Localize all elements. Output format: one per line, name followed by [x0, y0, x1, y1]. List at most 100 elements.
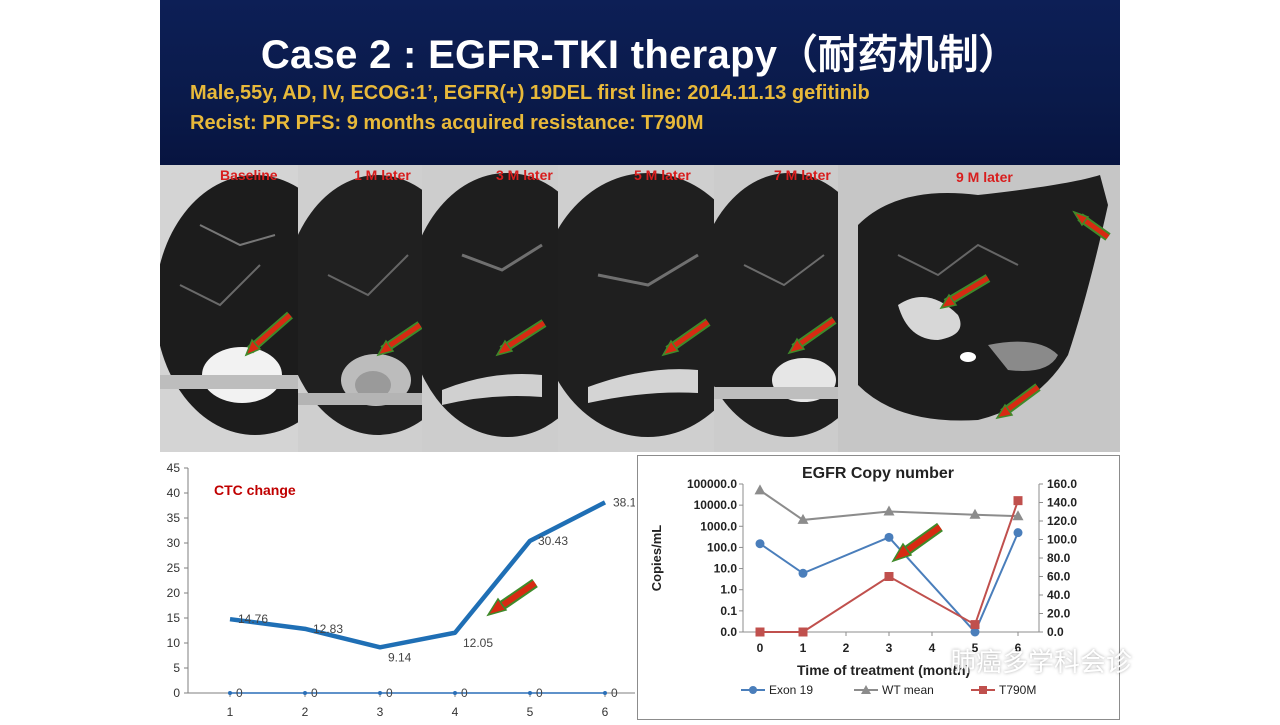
wt-mean-point — [883, 505, 895, 516]
t790m-point — [798, 627, 808, 637]
legend-marker — [979, 686, 987, 694]
ctc-data-label: 0 — [536, 686, 543, 700]
response-info-line: Recist: PR PFS: 9 months acquired resist… — [190, 112, 704, 134]
ctc-zero-point — [453, 691, 457, 695]
ctc-data-label: 0 — [236, 686, 243, 700]
ct-image-5m — [558, 165, 714, 452]
ct-label-7m: 7 M later — [774, 167, 831, 183]
left-y-tick-label: 100.0 — [707, 540, 737, 554]
wt-mean-point — [969, 508, 981, 519]
ct-panel-3m: 3 M later — [422, 165, 558, 452]
x-tick-label: 2 — [843, 641, 850, 655]
ctc-data-label: 12.83 — [313, 622, 343, 636]
ctc-data-label: 0 — [386, 686, 393, 700]
t790m-point — [884, 572, 894, 581]
left-y-tick-label: 10.0 — [714, 562, 738, 576]
left-y-tick-label: 10000.0 — [694, 498, 738, 512]
ct-label-1m: 1 M later — [354, 167, 411, 183]
ctc-zero-point — [603, 691, 607, 695]
x-tick-label: 3 — [886, 641, 893, 655]
x-tick-label: 5 — [527, 705, 534, 719]
ct-label-baseline: Baseline — [220, 167, 278, 183]
exon19-point — [884, 532, 894, 542]
x-axis-title: Time of treatment (month) — [797, 662, 970, 678]
x-tick-label: 4 — [929, 641, 936, 655]
left-y-tick-label: 0.0 — [720, 625, 737, 639]
right-y-tick-label: 0.0 — [1047, 625, 1064, 639]
t790m-point — [970, 620, 980, 630]
exon19-point — [1013, 528, 1023, 538]
legend-label: WT mean — [882, 683, 934, 697]
ct-panel-baseline: Baseline — [160, 165, 298, 452]
ct-image-baseline — [160, 165, 298, 452]
ctc-data-label: 0 — [461, 686, 468, 700]
annotation-arrow-head — [486, 597, 508, 617]
patient-info-line: Male,55y, AD, IV, ECOG:1’, EGFR(+) 19DEL… — [190, 82, 870, 104]
left-y-tick-label: 1000.0 — [700, 519, 737, 533]
x-tick-label: 4 — [452, 705, 459, 719]
chart-title: EGFR Copy number — [802, 465, 954, 482]
right-y-tick-label: 160.0 — [1047, 477, 1077, 491]
right-y-tick-label: 80.0 — [1047, 551, 1071, 565]
annotation-arrow — [498, 580, 537, 610]
x-tick-label: 3 — [377, 705, 384, 719]
ct-label-5m: 5 M later — [634, 167, 691, 183]
ctc-data-label: 0 — [611, 686, 618, 700]
ct-panel-7m: 7 M later — [714, 165, 838, 452]
ctc-data-label: 38.12 — [613, 495, 635, 509]
exon19-point — [970, 627, 980, 637]
y-tick-label: 25 — [167, 561, 181, 575]
right-y-tick-label: 40.0 — [1047, 588, 1071, 602]
y-tick-label: 35 — [167, 511, 181, 525]
left-y-tick-label: 0.1 — [720, 604, 737, 618]
wt-mean-point — [754, 484, 766, 495]
wt-mean-point — [1012, 510, 1024, 521]
legend-marker — [749, 686, 757, 694]
wt-mean-point — [797, 513, 809, 524]
egfr-chart-svg: EGFR Copy number 0.0 0.1 1.0 10.0 100.0 1000.0… — [637, 455, 1120, 720]
ctc-zero-point — [303, 691, 307, 695]
x-tick-label: 2 — [302, 705, 309, 719]
ct-image-3m — [422, 165, 558, 452]
ctc-data-label: 9.14 — [388, 650, 412, 664]
ctc-data-label: 12.05 — [463, 636, 493, 650]
ctc-data-label: 0 — [311, 686, 318, 700]
y-tick-label: 10 — [167, 636, 181, 650]
chart-title: CTC change — [214, 482, 296, 498]
y-axis-title: Copies/mL — [649, 525, 664, 592]
ct-panel-9m: 9 M later — [838, 165, 1120, 452]
egfr-copy-chart: EGFR Copy number 0.0 0.1 1.0 10.0 100.0 1000.0… — [637, 455, 1120, 720]
watermark-text: 肺癌多学科会诊 — [950, 648, 1133, 678]
ct-image-7m — [714, 165, 838, 452]
ct-image-1m — [298, 165, 422, 452]
y-tick-label: 20 — [167, 586, 181, 600]
ctc-series-line-1 — [229, 500, 607, 650]
right-y-tick-label: 100.0 — [1047, 533, 1077, 547]
y-tick-label: 0 — [173, 686, 180, 700]
ct-label-9m: 9 M later — [956, 169, 1013, 185]
ctc-zero-point — [228, 691, 232, 695]
right-y-tick-label: 120.0 — [1047, 514, 1077, 528]
x-tick-label: 1 — [227, 705, 234, 719]
y-tick-label: 15 — [167, 611, 181, 625]
ct-label-3m: 3 M later — [496, 167, 553, 183]
ctc-data-label: 30.43 — [538, 534, 568, 548]
ct-image-9m — [838, 165, 1120, 452]
slide-title: Case 2 : EGFR-TKI therapy（耐药机制） — [260, 33, 1020, 77]
right-y-tick-label: 140.0 — [1047, 496, 1077, 510]
annotation-arrow — [903, 524, 942, 555]
t790m-point — [755, 627, 765, 637]
t790m-point — [1013, 496, 1023, 506]
ctc-zero-point — [378, 691, 382, 695]
ct-panel-5m: 5 M later — [558, 165, 714, 452]
y-tick-label: 40 — [167, 486, 181, 500]
right-y-tick-label: 60.0 — [1047, 570, 1071, 584]
left-y-tick-label: 1.0 — [720, 583, 737, 597]
annotation-arrow-head — [891, 542, 913, 563]
x-tick-label: 6 — [1015, 641, 1022, 655]
legend-label: T790M — [999, 683, 1036, 697]
ct-panel-1m: 1 M later — [298, 165, 422, 452]
exon19-point — [755, 539, 765, 549]
x-tick-label: 5 — [972, 641, 979, 655]
ctc-change-chart: 0 5 10 15 20 25 30 35 40 45 1 2 3 4 5 6 CTC change 14.76 1… — [160, 455, 644, 720]
